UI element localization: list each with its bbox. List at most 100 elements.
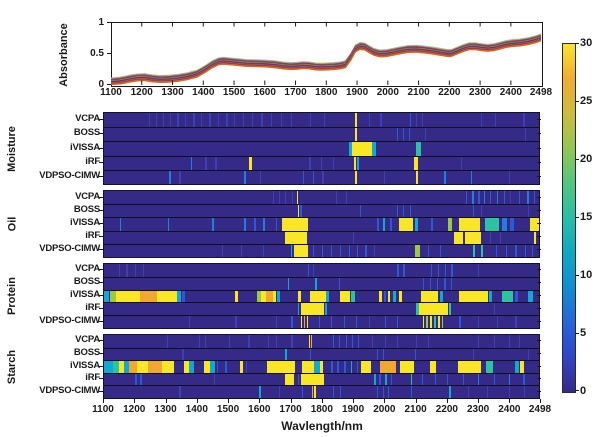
top-xtick-label: 2200 xyxy=(438,87,461,98)
heatmap-band xyxy=(384,373,387,387)
row-tick-left xyxy=(99,197,103,198)
heatmap-band xyxy=(301,386,304,398)
heatmap-band xyxy=(390,373,393,387)
heatmap-band xyxy=(291,335,293,348)
heatmap-band xyxy=(524,386,526,398)
heatmap-band xyxy=(343,316,345,328)
colorbar xyxy=(562,43,576,393)
heatmap-band xyxy=(260,170,262,184)
heatmap-band xyxy=(468,386,470,398)
absorbance-ylabel-wrap: Absorbance xyxy=(56,12,72,97)
row-tick-right xyxy=(537,340,541,341)
heatmap-band xyxy=(348,244,350,257)
heatmap-band xyxy=(185,113,187,128)
row-tick-left xyxy=(99,133,103,134)
heatmap-band xyxy=(300,205,302,219)
heatmap-band xyxy=(434,316,436,328)
heatmap-band xyxy=(353,156,357,171)
heatmap-band xyxy=(270,113,273,128)
heatmap-band xyxy=(167,218,170,232)
heatmap-band xyxy=(377,348,379,362)
row-tick-left xyxy=(99,236,103,237)
heatmap-band xyxy=(465,191,468,205)
group-label-text: Starch xyxy=(6,349,18,384)
heatmap-band xyxy=(351,142,373,157)
heatmap-band xyxy=(478,264,480,277)
heatmap-band xyxy=(104,290,109,304)
heatmap-band xyxy=(275,316,278,328)
bottom-xtick-label: 2100 xyxy=(404,404,427,415)
row-label-ivissa: iVISSA xyxy=(70,217,100,228)
heatmap-band xyxy=(524,244,526,257)
heatmap-band xyxy=(205,156,207,171)
heatmap-band xyxy=(179,170,181,184)
heatmap-band xyxy=(333,386,335,398)
heatmap-band xyxy=(426,316,428,328)
heatmap-band xyxy=(331,316,333,328)
heatmap-band xyxy=(300,316,303,328)
heatmap-band xyxy=(523,373,525,387)
heatmap-band xyxy=(140,373,143,387)
heatmap-band xyxy=(355,113,357,128)
row-tick-right xyxy=(537,236,541,237)
heatmap-band xyxy=(285,348,287,362)
row-label-ivissa: iVISSA xyxy=(70,141,100,153)
heatmap-band xyxy=(215,156,217,171)
heatmap-band xyxy=(359,205,362,219)
heatmap-band xyxy=(306,316,309,328)
top-xtick-label: 2000 xyxy=(376,87,399,98)
row-label-ivissa: iVISSA xyxy=(70,359,100,371)
bottom-xtick-label: 2200 xyxy=(435,404,458,415)
heatmap-band xyxy=(397,316,399,328)
top-xtick-label: 1900 xyxy=(345,87,369,98)
bottom-xtick-mark xyxy=(259,399,260,403)
row-label-irf: iRF xyxy=(85,372,100,384)
heatmap-band xyxy=(310,290,326,304)
heatmap-band xyxy=(296,191,299,205)
heatmap-band xyxy=(267,335,269,348)
bottom-xtick-label: 1500 xyxy=(216,404,240,415)
colorbar-tick-label: 0 xyxy=(580,385,587,397)
heatmap-band xyxy=(326,290,329,304)
heatmap-band xyxy=(311,386,314,398)
heatmap-band xyxy=(409,113,412,128)
heatmap-band xyxy=(416,142,421,157)
heatmap-band xyxy=(532,244,534,257)
heatmap-band xyxy=(242,113,245,128)
heatmap-band xyxy=(217,113,219,128)
heatmap-band xyxy=(322,170,324,184)
heatmap-band xyxy=(403,264,405,277)
heatmap-band xyxy=(254,218,256,232)
bottom-xtick-mark xyxy=(228,399,229,403)
heatmap-band xyxy=(472,244,475,257)
heatmap-band xyxy=(313,361,320,374)
heatmap-band xyxy=(222,244,224,257)
heatmap-band xyxy=(446,373,449,387)
heatmap-band xyxy=(321,156,323,171)
row-tick-left xyxy=(99,176,103,177)
heatmap-band xyxy=(496,244,498,257)
heatmap-band xyxy=(143,264,145,277)
heatmap-band xyxy=(278,191,281,205)
heatmap-band xyxy=(331,244,333,257)
bottom-xtick-label: 2498 xyxy=(528,404,552,415)
heatmap-band xyxy=(373,244,375,257)
bottom-xtick-label: 1200 xyxy=(123,404,146,415)
heatmap-band xyxy=(183,361,189,374)
heatmap-band xyxy=(339,244,342,257)
heatmap-band xyxy=(291,316,293,328)
heatmap-band xyxy=(182,348,184,362)
heatmap-band xyxy=(356,361,359,374)
heatmap-band xyxy=(478,316,480,328)
bottom-xtick-label: 2000 xyxy=(373,404,396,415)
row-tick-right xyxy=(537,119,541,120)
heatmap-band xyxy=(384,335,386,348)
heatmap-band xyxy=(524,128,526,143)
group-label-text: Oil xyxy=(5,216,18,232)
heatmap-row-vcpa xyxy=(104,191,539,205)
heatmap-band xyxy=(210,361,216,374)
row-tick-left xyxy=(99,249,103,250)
row-tick-left xyxy=(99,223,103,224)
heatmap-band xyxy=(356,244,358,257)
